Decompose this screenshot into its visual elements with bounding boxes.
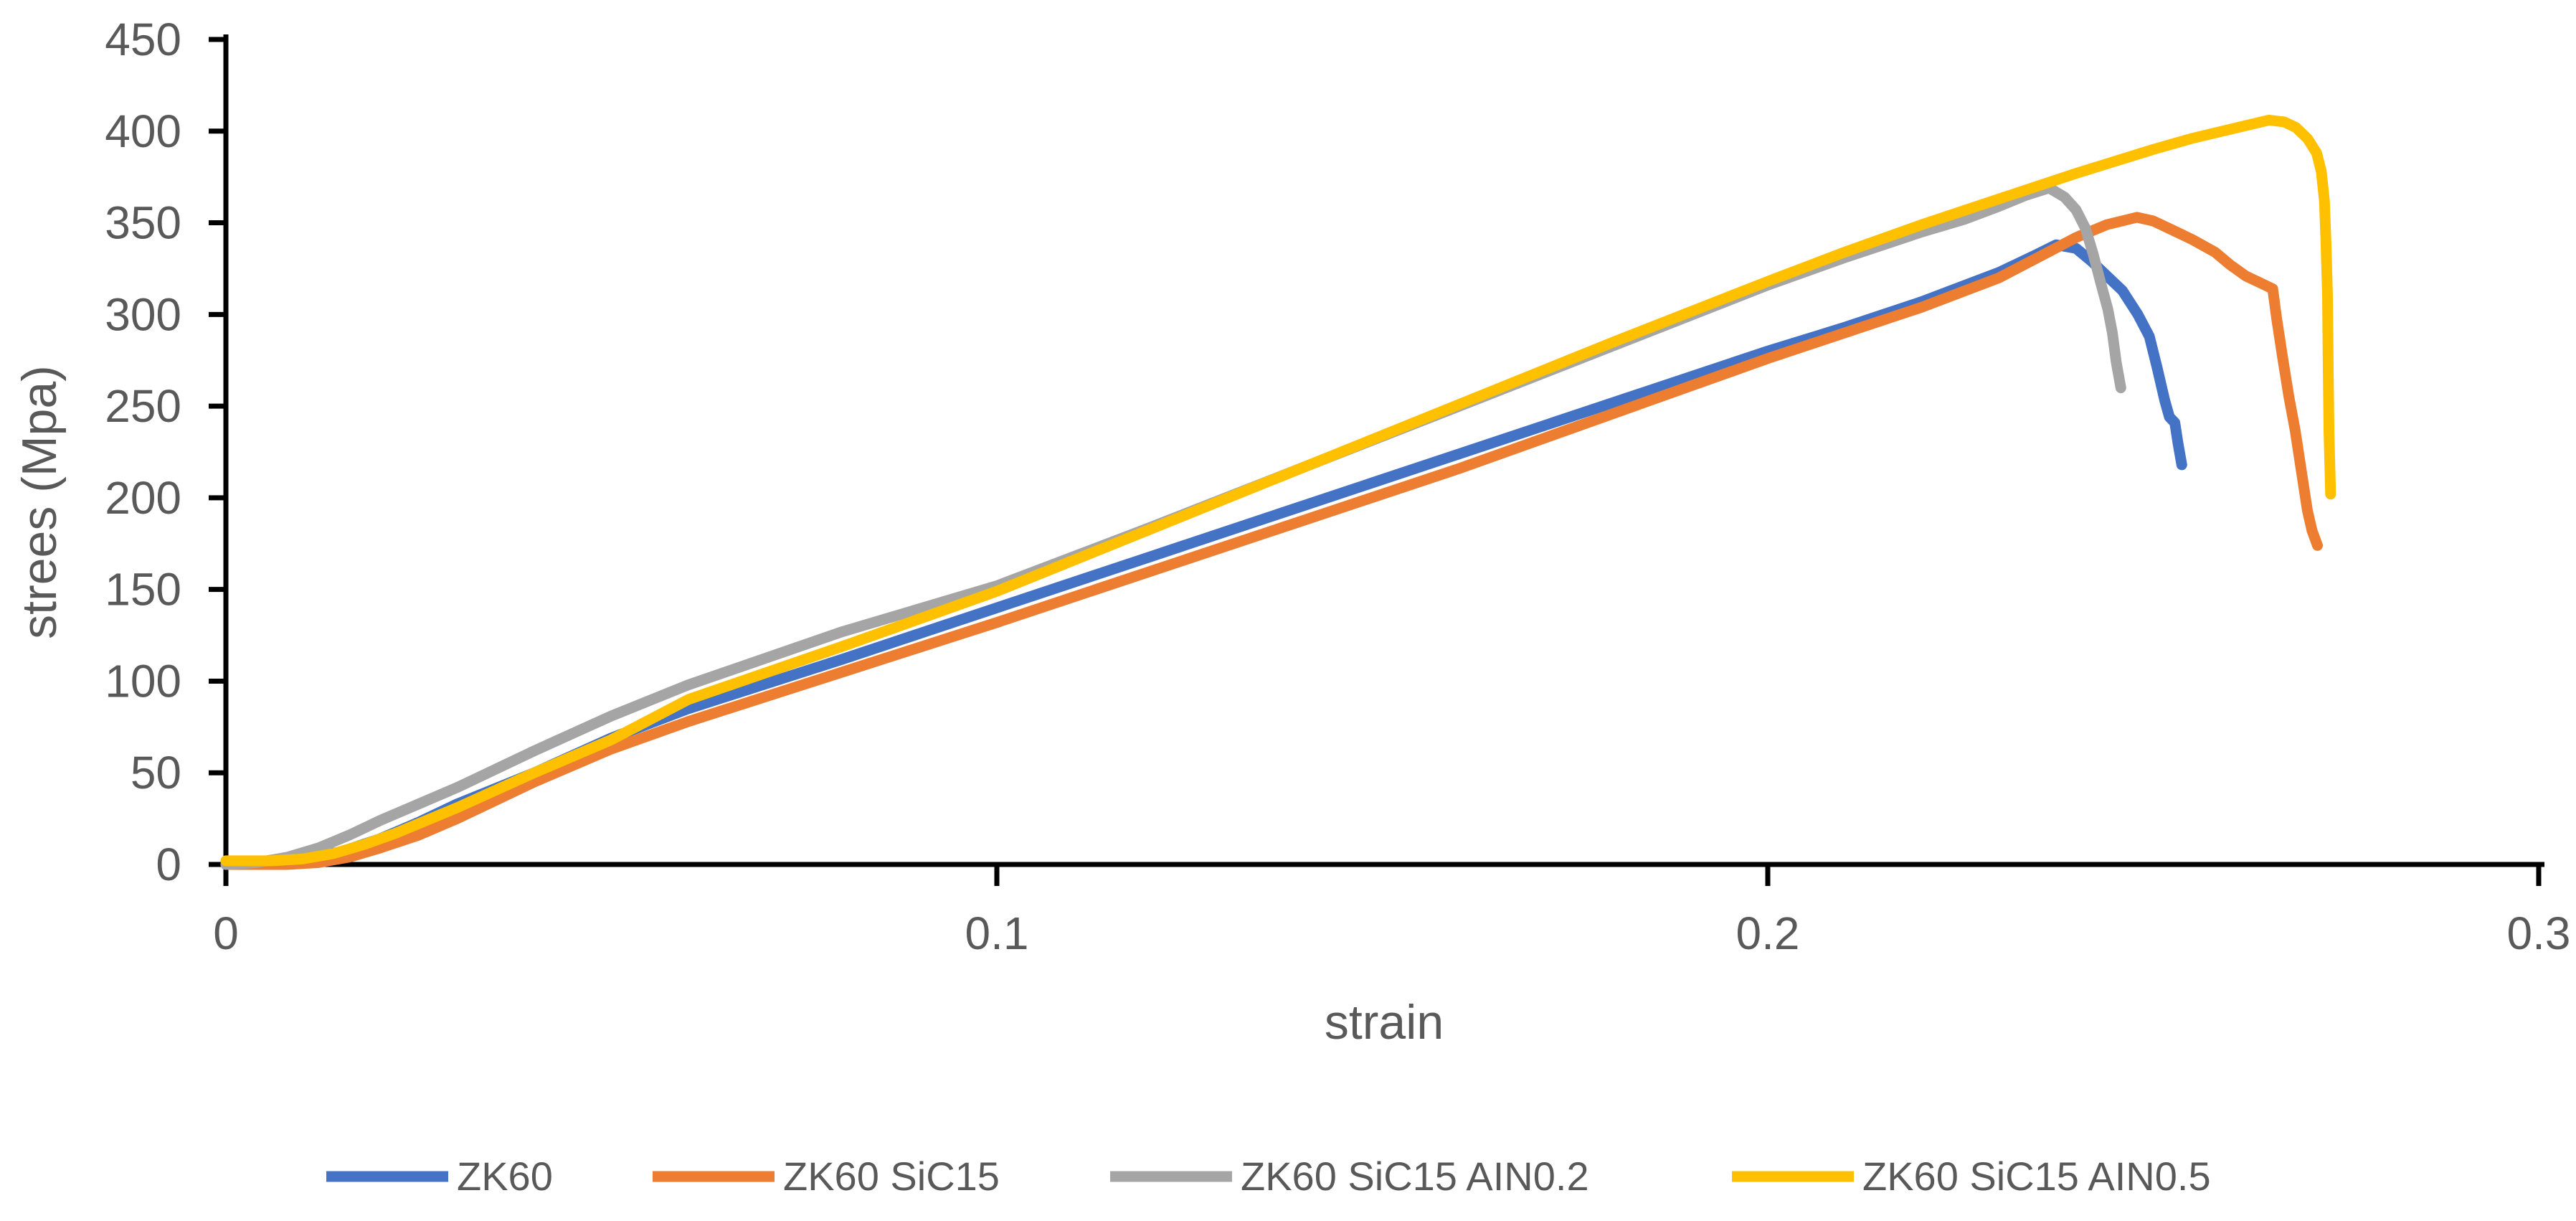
x-tick-label: 0.1 bbox=[965, 908, 1029, 959]
y-axis-title: strees (Mpa) bbox=[12, 365, 67, 639]
series-line-zk60-sic15-ain0-5 bbox=[220, 114, 2336, 867]
y-tick-label: 450 bbox=[105, 14, 181, 65]
x-tick-label: 0 bbox=[213, 908, 239, 959]
x-tick-label: 0.3 bbox=[2507, 908, 2571, 959]
y-tick-label: 300 bbox=[105, 288, 181, 340]
y-tick-label: 100 bbox=[105, 655, 181, 707]
legend-label-3: ZK60 SiC15 AIN0.2 bbox=[1241, 1154, 1589, 1199]
y-tick-label: 150 bbox=[105, 564, 181, 616]
legend-label-1: ZK60 bbox=[457, 1154, 553, 1199]
y-tick-label: 250 bbox=[105, 380, 181, 432]
series-lines bbox=[220, 114, 2336, 870]
legend: ZK60 ZK60 SiC15 ZK60 SiC15 AIN0.2 ZK60 SiC1… bbox=[326, 1154, 2211, 1199]
x-tick-label: 0.2 bbox=[1736, 908, 1800, 959]
x-axis-title: strain bbox=[1325, 995, 1444, 1050]
y-tick-label: 50 bbox=[131, 747, 181, 798]
legend-label-4: ZK60 SiC15 AIN0.5 bbox=[1862, 1154, 2211, 1199]
y-tick-label: 350 bbox=[105, 197, 181, 249]
y-tick-label: 200 bbox=[105, 472, 181, 524]
axes: 0 50 100 150 200 250 300 350 400 450 0 0.1 0.2 0.3 bbox=[105, 14, 2570, 959]
series-line-zk60-sic15-ain0-2 bbox=[220, 182, 2126, 870]
y-tick-label: 400 bbox=[105, 105, 181, 157]
legend-label-2: ZK60 SiC15 bbox=[783, 1154, 1000, 1199]
series-line-zk60-sic15 bbox=[220, 212, 2323, 870]
y-tick-label: 0 bbox=[156, 839, 181, 890]
